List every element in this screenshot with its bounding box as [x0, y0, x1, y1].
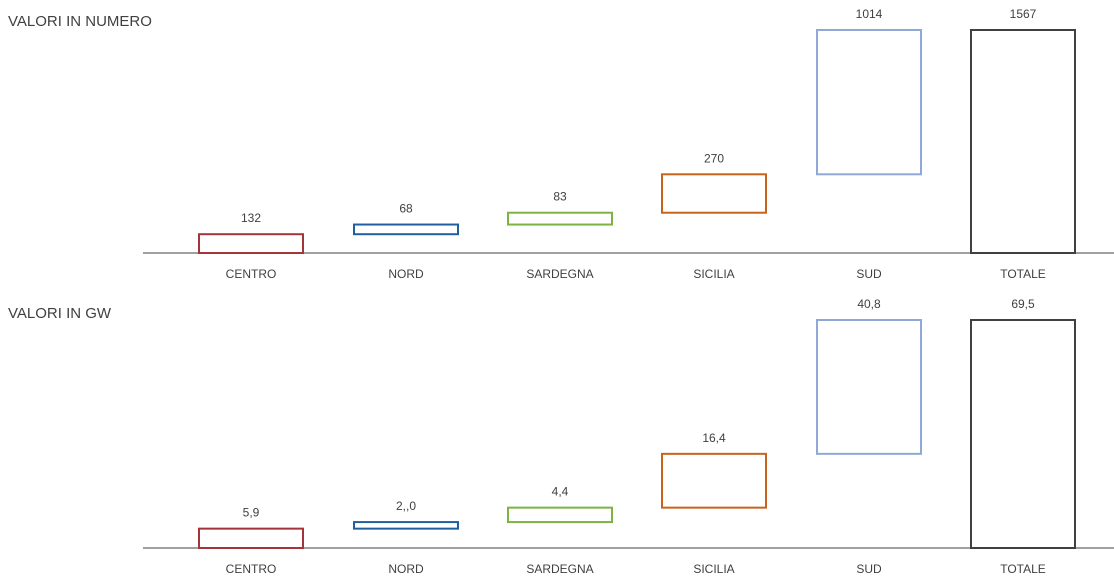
bar-sud — [816, 29, 922, 176]
tick-label-sardegna: SARDEGNA — [526, 562, 593, 576]
tick-label-centro: CENTRO — [226, 267, 277, 281]
data-label-centro: 5,9 — [243, 506, 260, 520]
bar-sud — [816, 319, 922, 455]
data-label-sud: 1014 — [856, 7, 883, 21]
bar-sicilia — [661, 452, 767, 509]
tick-label-sardegna: SARDEGNA — [526, 267, 593, 281]
bar-nord — [353, 223, 459, 236]
panel-title-numero: VALORI IN NUMERO — [8, 13, 152, 30]
bar-centro — [198, 527, 304, 549]
tick-label-sud: SUD — [856, 562, 882, 576]
bar-sardegna — [507, 506, 613, 524]
tick-label-centro: CENTRO — [226, 562, 277, 576]
data-label-totale: 69,5 — [1011, 297, 1035, 311]
data-label-nord: 2,,0 — [396, 499, 416, 513]
tick-label-sud: SUD — [856, 267, 882, 281]
tick-label-sicilia: SICILIA — [693, 562, 734, 576]
panel-gw: VALORI IN GW 5,9 CENTRO 2,,0 NORD 4,4 SARDEGN… — [8, 297, 1114, 576]
data-label-centro: 132 — [241, 211, 261, 225]
tick-label-nord: NORD — [388, 267, 424, 281]
data-label-nord: 68 — [399, 202, 413, 216]
bar-totale — [970, 29, 1076, 254]
bar-sardegna — [507, 211, 613, 226]
bar-sicilia — [661, 173, 767, 214]
tick-label-sicilia: SICILIA — [693, 267, 734, 281]
tick-label-totale: TOTALE — [1000, 267, 1046, 281]
data-label-totale: 1567 — [1010, 7, 1037, 21]
panel-numero: VALORI IN NUMERO 132 CENTRO 68 NORD 83 SARDEG… — [8, 7, 1114, 281]
bar-nord — [353, 521, 459, 530]
tick-label-nord: NORD — [388, 562, 424, 576]
data-label-sicilia: 16,4 — [702, 431, 726, 445]
data-label-sardegna: 4,4 — [552, 485, 569, 499]
bar-centro — [198, 233, 304, 254]
tick-label-totale: TOTALE — [1000, 562, 1046, 576]
panel-title-gw: VALORI IN GW — [8, 305, 112, 322]
data-label-sud: 40,8 — [857, 297, 881, 311]
data-label-sicilia: 270 — [704, 151, 724, 165]
bar-totale — [970, 319, 1076, 549]
data-label-sardegna: 83 — [553, 190, 567, 204]
